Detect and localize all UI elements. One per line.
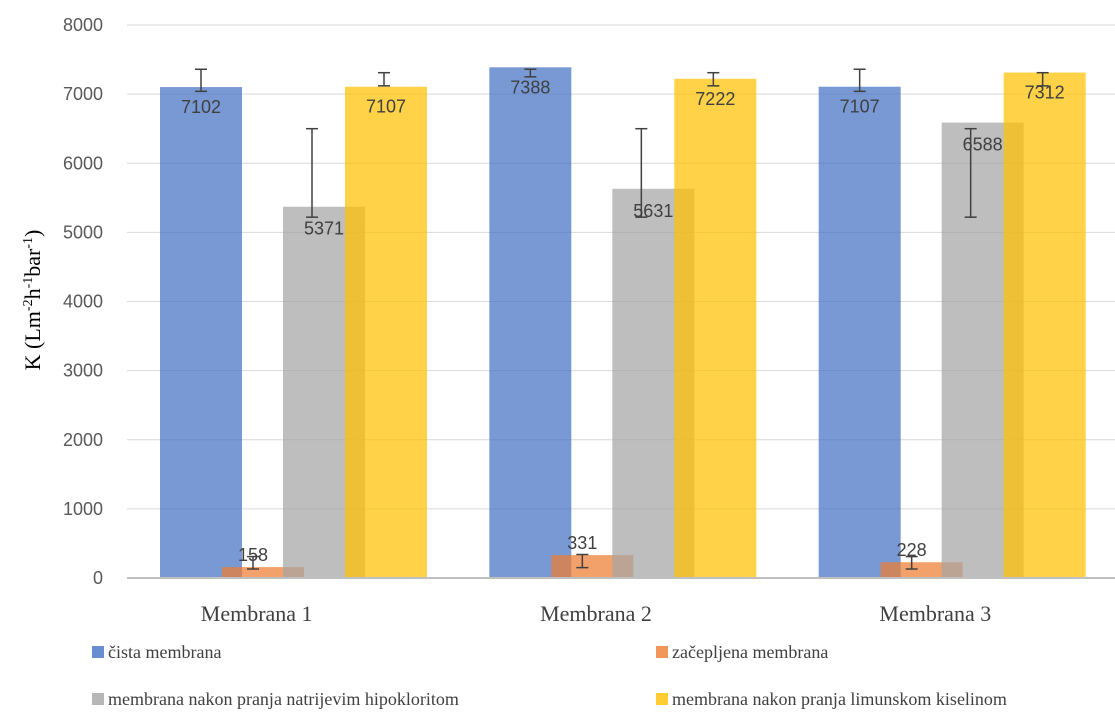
legend: čista membrana začepljena membrana membran… bbox=[92, 642, 1007, 709]
category-label: Membrana 3 bbox=[879, 601, 991, 626]
data-label: 228 bbox=[897, 540, 927, 560]
y-tick-label: 1000 bbox=[63, 499, 103, 519]
bar bbox=[818, 86, 901, 578]
category-label: Membrana 2 bbox=[540, 601, 652, 626]
y-axis-label-sup2: -1 bbox=[21, 277, 36, 289]
bar bbox=[674, 78, 757, 579]
legend-entry: čista membrana bbox=[108, 642, 221, 662]
legend-swatch bbox=[656, 646, 668, 658]
y-axis-label-suffix: ) bbox=[20, 230, 45, 237]
data-label: 7312 bbox=[1025, 83, 1065, 103]
y-axis-ticks: 0 1000 2000 3000 4000 5000 6000 7000 8000 bbox=[63, 15, 103, 588]
y-axis-label-mid2: bar bbox=[20, 248, 45, 277]
y-tick-label: 5000 bbox=[63, 222, 103, 242]
bars bbox=[160, 67, 1086, 579]
y-tick-label: 0 bbox=[93, 568, 103, 588]
legend-entry: začepljena membrana bbox=[672, 642, 828, 662]
x-axis-categories: Membrana 1 Membrana 2 Membrana 3 bbox=[201, 601, 991, 626]
data-label: 331 bbox=[567, 533, 597, 553]
legend-swatch bbox=[92, 646, 104, 658]
legend-swatch bbox=[656, 693, 668, 705]
data-label: 5371 bbox=[304, 219, 344, 239]
y-axis-label-sup1: -2 bbox=[21, 299, 36, 311]
data-label: 6588 bbox=[963, 135, 1003, 155]
y-tick-label: 7000 bbox=[63, 84, 103, 104]
y-axis-label-mid: h bbox=[20, 288, 45, 299]
data-labels: 7102 158 5371 7107 7388 331 5631 7222 7107 228 658… bbox=[181, 77, 1065, 565]
legend-entry: membrana nakon pranja natrijevim hipoklo… bbox=[108, 689, 459, 709]
y-tick-label: 6000 bbox=[63, 153, 103, 173]
bar bbox=[222, 567, 304, 578]
bar bbox=[1003, 72, 1086, 579]
y-tick-label: 3000 bbox=[63, 361, 103, 381]
bar bbox=[345, 86, 427, 578]
data-label: 158 bbox=[238, 545, 268, 565]
bar bbox=[160, 87, 242, 578]
y-tick-label: 2000 bbox=[63, 430, 103, 450]
y-tick-label: 8000 bbox=[63, 15, 103, 35]
legend-swatch bbox=[92, 693, 104, 705]
y-axis-label-prefix: K (Lm bbox=[20, 311, 45, 370]
y-tick-label: 4000 bbox=[63, 292, 103, 312]
data-label: 7222 bbox=[695, 89, 735, 109]
bar bbox=[489, 67, 572, 578]
data-label: 5631 bbox=[633, 201, 673, 221]
data-label: 7388 bbox=[510, 77, 550, 97]
data-label: 7102 bbox=[181, 97, 221, 117]
y-axis-label: K (Lm-2h-1bar-1) bbox=[20, 230, 45, 371]
data-label: 7107 bbox=[366, 97, 406, 117]
error-bars bbox=[195, 68, 1049, 570]
y-axis-label-sup3: -1 bbox=[21, 237, 36, 249]
data-label: 7107 bbox=[840, 97, 880, 117]
category-label: Membrana 1 bbox=[201, 601, 313, 626]
legend-entry: membrana nakon pranja limunskom kiselino… bbox=[672, 689, 1007, 709]
